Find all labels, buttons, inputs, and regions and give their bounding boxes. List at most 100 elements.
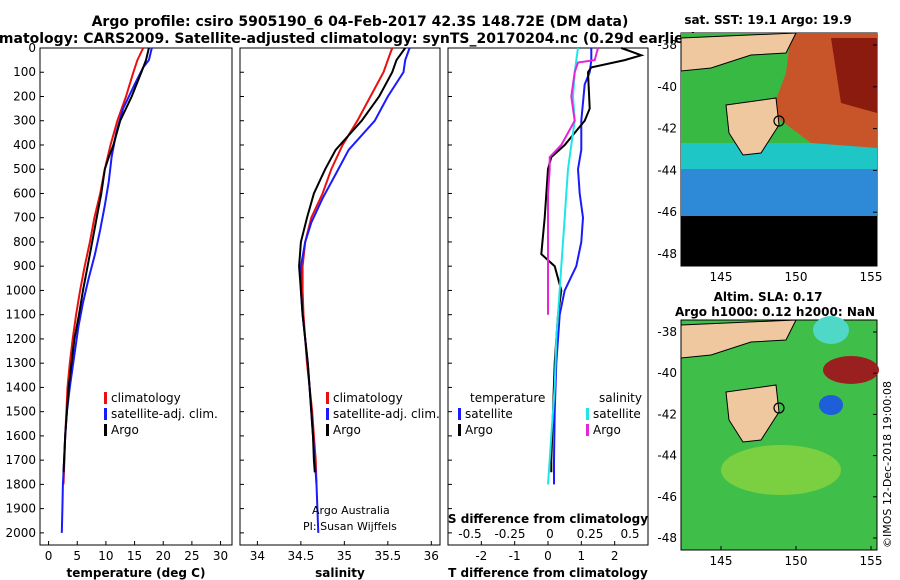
- map-y-tick-label: -42: [657, 122, 677, 136]
- sla-map: -38 -40 -42 -44 -46 -48 145 150 155: [657, 316, 882, 568]
- map-black-band: [681, 218, 877, 266]
- y-tick-label: 2000: [5, 526, 36, 540]
- x-tick-label: 15: [127, 549, 142, 563]
- map-x-tick-label: 150: [785, 270, 808, 284]
- s-diff-axis-label: S difference from climatology: [448, 512, 648, 526]
- map-x-tick-label: 150: [785, 554, 808, 568]
- y-tick-label: 1300: [5, 356, 36, 370]
- map-y-tick-label: -48: [657, 247, 677, 261]
- s-diff-tick-label: 0: [546, 527, 554, 541]
- diff-legend-right-swatch: [586, 408, 589, 420]
- y-tick-label: 500: [13, 162, 36, 176]
- map-y-tick-label: -38: [657, 38, 677, 52]
- x-tick-label: 36: [424, 549, 439, 563]
- series-line-argo: [298, 47, 407, 473]
- s-diff-tick-label: -0.5: [458, 527, 481, 541]
- temp-legend-swatch: [104, 392, 107, 404]
- map-x-tick-label: 155: [860, 554, 883, 568]
- sal-legend-swatch: [326, 424, 329, 436]
- plot-frame: [39, 47, 233, 546]
- diff-legend-left-swatch: [458, 408, 461, 420]
- sst-map: -38 -40 -42 -44 -46 -48 145 150 155: [657, 32, 883, 284]
- diff-legend-right-label: Argo: [593, 423, 621, 437]
- y-tick-label: 1100: [5, 308, 36, 322]
- salinity-panel: 34 34.5 35 35.5 36 salinity climatology satelli…: [239, 47, 441, 580]
- difference-panel: -2 -1 0 1 2 T difference from climatology -0.5…: [447, 47, 649, 580]
- y-tick-label: 800: [13, 235, 36, 249]
- diff-legend-left-title: temperature: [470, 391, 545, 405]
- temperature-panel: 0100200300400500600700800900100011001200…: [5, 41, 233, 580]
- figure-title-line2: Climatology: CARS2009. Satellite-adjuste…: [0, 31, 697, 47]
- map-eddy-cyan: [813, 316, 849, 344]
- x-tick-label: 0: [544, 549, 552, 563]
- x-tick-label: 30: [213, 549, 228, 563]
- map-x-tick-label: 145: [710, 554, 733, 568]
- map-tasmania: [725, 384, 780, 443]
- map-y-tick-label: -46: [657, 205, 677, 219]
- map-y-tick-label: -40: [657, 366, 677, 380]
- y-tick-label: 300: [13, 114, 36, 128]
- y-tick-label: 1900: [5, 502, 36, 516]
- sst-map-title: sat. SST: 19.1 Argo: 19.9: [684, 13, 851, 27]
- footer-timestamp: ©IMOS 12-Dec-2018 19:00:08: [881, 381, 894, 548]
- y-tick-label: 400: [13, 138, 36, 152]
- series-line-s-satellite: [547, 47, 579, 485]
- x-tick-label: -1: [509, 549, 521, 563]
- argo-float-marker: [773, 402, 785, 414]
- x-tick-label: 20: [156, 549, 171, 563]
- diff-legend-right-title: salinity: [599, 391, 642, 405]
- map-y-tick-label: -48: [657, 531, 677, 545]
- map-mainland: [680, 319, 797, 359]
- x-tick-label: -2: [475, 549, 487, 563]
- map-band-cyan: [681, 141, 877, 169]
- y-tick-label: 900: [13, 259, 36, 273]
- y-tick-label: 600: [13, 186, 36, 200]
- diff-legend-left-label: satellite: [465, 407, 513, 421]
- diff-legend-right-swatch: [586, 424, 589, 436]
- argo-float-marker: [773, 115, 785, 127]
- map-y-tick-label: -44: [657, 163, 677, 177]
- x-tick-label: 10: [98, 549, 113, 563]
- series-line-s-argo: [547, 47, 599, 315]
- sal-legend-label: satellite-adj. clim.: [333, 407, 440, 421]
- s-diff-tick-label: 0.5: [620, 527, 639, 541]
- diff-legend-left-label: Argo: [465, 423, 493, 437]
- map-eddy-cold: [819, 395, 843, 415]
- series-line-argo: [62, 47, 150, 473]
- map-x-tick-label: 155: [860, 270, 883, 284]
- map-x-tick-label: 145: [710, 270, 733, 284]
- y-tick-label: 0: [28, 41, 36, 55]
- map-eddy-warm: [823, 356, 879, 384]
- temp-legend-swatch: [104, 424, 107, 436]
- diff-legend-right-label: satellite: [593, 407, 641, 421]
- sal-legend-swatch: [326, 408, 329, 420]
- sal-legend-label: Argo: [333, 423, 361, 437]
- x-tick-label: 5: [73, 549, 81, 563]
- x-tick-label: 2: [611, 549, 619, 563]
- s-diff-tick-label: 0.25: [577, 527, 604, 541]
- y-tick-label: 1800: [5, 477, 36, 491]
- temp-legend-label: climatology: [111, 391, 181, 405]
- y-tick-label: 1200: [5, 332, 36, 346]
- map-y-tick-label: -44: [657, 449, 677, 463]
- map-hot-region: [831, 38, 877, 113]
- x-tick-label: 34: [250, 549, 265, 563]
- temp-legend-label: satellite-adj. clim.: [111, 407, 218, 421]
- x-axis-label: temperature (deg C): [67, 566, 206, 580]
- figure-title-line1: Argo profile: csiro 5905190_6 04-Feb-201…: [92, 14, 629, 30]
- map-patch: [721, 445, 841, 495]
- y-tick-label: 1600: [5, 429, 36, 443]
- temp-legend-swatch: [104, 408, 107, 420]
- map-y-tick-label: -42: [657, 407, 677, 421]
- y-tick-label: 1000: [5, 283, 36, 297]
- y-tick-label: 100: [13, 65, 36, 79]
- diff-legend-left-swatch: [458, 424, 461, 436]
- x-tick-label: 0: [45, 549, 53, 563]
- sla-map-title1: Altim. SLA: 0.17: [714, 290, 823, 304]
- credit-line2: PI: Susan Wijffels: [303, 520, 397, 533]
- x-tick-label: 35.5: [374, 549, 401, 563]
- temp-legend-label: Argo: [111, 423, 139, 437]
- s-diff-tick-label: -0.25: [494, 527, 525, 541]
- sal-legend-label: climatology: [333, 391, 403, 405]
